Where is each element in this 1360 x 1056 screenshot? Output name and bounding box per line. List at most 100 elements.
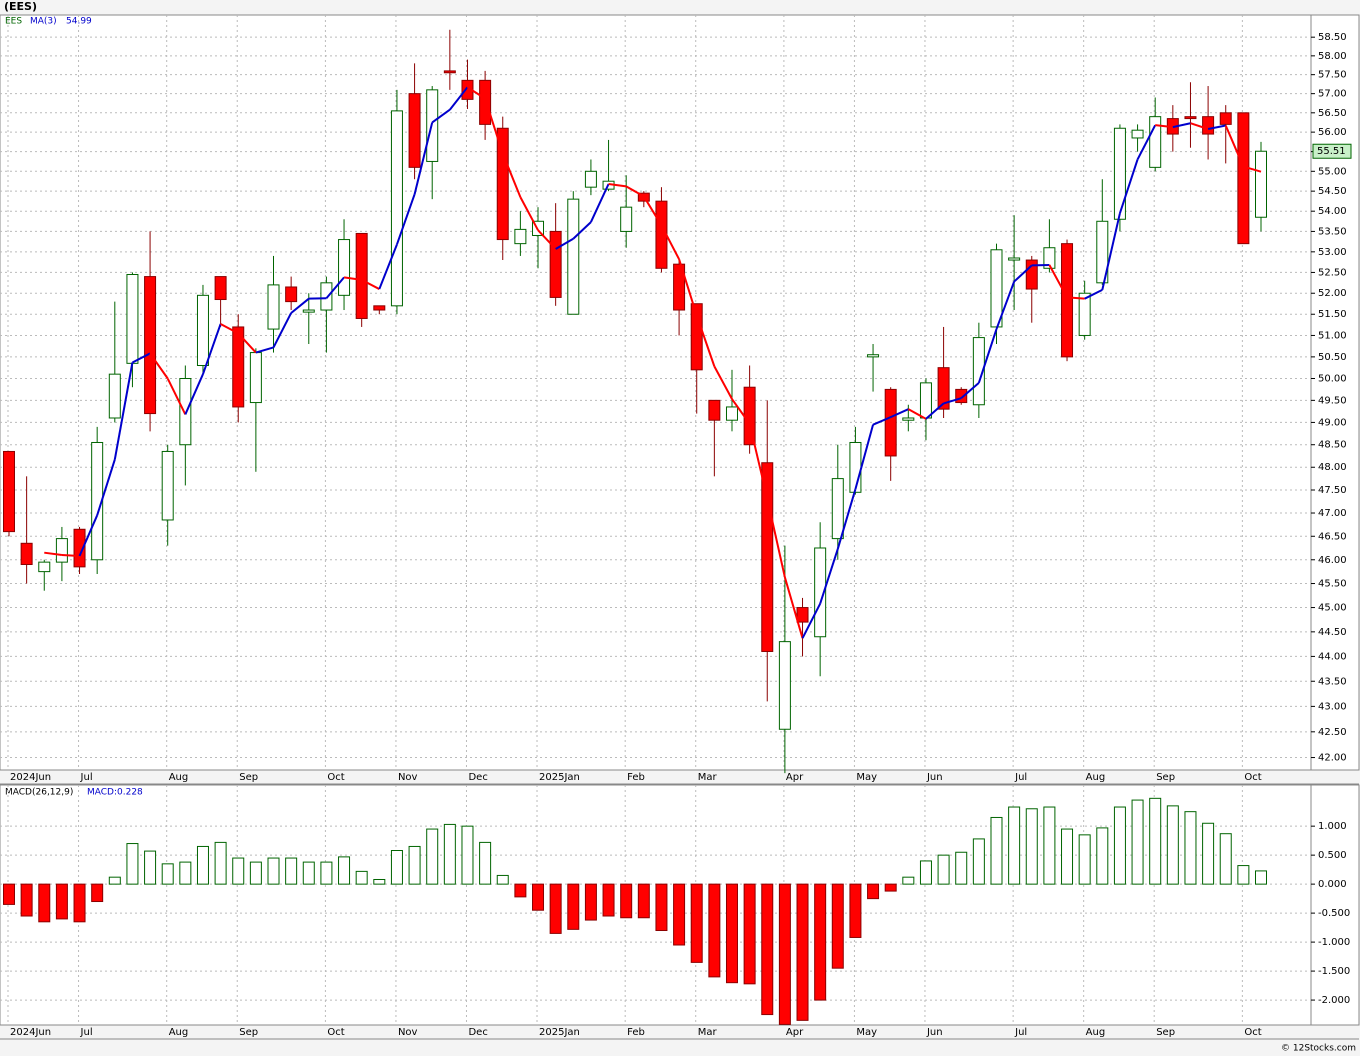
macd-bar [990, 816, 1003, 885]
ma-segment [713, 365, 733, 400]
macd-bar [1113, 806, 1126, 885]
macd-bar [884, 883, 897, 892]
x-tick-label: 2024Jun [10, 1027, 51, 1038]
candle-body [620, 206, 633, 232]
candle-body [1255, 150, 1267, 218]
macd-bar [1255, 870, 1267, 885]
y-tick-label: 56.50 [1318, 108, 1347, 119]
macd-bar [708, 883, 721, 978]
candle-body [390, 110, 403, 307]
legend-symbol: EES [5, 17, 22, 27]
candle-body [38, 561, 51, 573]
ma-segment [660, 224, 680, 260]
macd-bar [408, 845, 421, 885]
candle-body [1237, 112, 1250, 245]
macd-bar [144, 850, 157, 885]
candle-body [320, 282, 333, 311]
y-tick-label: 48.00 [1318, 462, 1347, 473]
y-tick-label: 51.50 [1318, 309, 1347, 320]
ma-segment [1172, 122, 1191, 129]
ma-segment [907, 408, 927, 420]
candle-body [990, 249, 1003, 328]
x-tick-label: Feb [627, 1027, 645, 1038]
macd-bar [1184, 811, 1197, 885]
x-tick-label: Sep [239, 772, 258, 783]
ma-segment [449, 86, 469, 111]
y-tick-label: 46.50 [1318, 531, 1347, 542]
candle-body [796, 607, 809, 623]
y-tick-label: 44.00 [1318, 651, 1347, 662]
price-panel [0, 14, 1312, 771]
x-tick-label: Jul [1014, 1027, 1027, 1038]
macd-bar [532, 883, 545, 911]
candle-body [232, 326, 245, 408]
x-tick-label: Sep [239, 1027, 258, 1038]
candle-body [1149, 116, 1162, 168]
x-tick-label: Jun [926, 1027, 943, 1038]
x-tick-label: Nov [398, 772, 418, 783]
ma-segment [44, 551, 63, 557]
macd-bar [849, 883, 862, 938]
y-tick-label: 43.00 [1318, 701, 1347, 712]
x-tick-label: Feb [627, 772, 645, 783]
ma-segment [748, 423, 769, 499]
x-tick-label: Sep [1156, 772, 1175, 783]
candle-body [673, 263, 686, 311]
y-tick-label: 49.00 [1318, 417, 1347, 428]
x-tick-label: 2025Jan [539, 772, 580, 783]
macd-bar [91, 883, 104, 903]
ma-segment [290, 297, 310, 314]
macd-bar [796, 883, 809, 1021]
x-tick-label: Mar [698, 772, 718, 783]
candle-body [496, 127, 509, 241]
candle-body [955, 388, 968, 404]
candle-body [55, 538, 68, 563]
y-tick-label: 53.50 [1318, 226, 1347, 237]
macd-bar [602, 883, 615, 917]
y-tick-label: 58.50 [1318, 32, 1347, 43]
ma-segment [1207, 124, 1226, 131]
candle-body [1025, 259, 1038, 290]
x-tick-label: Apr [786, 1027, 804, 1038]
ma-segment [202, 323, 222, 375]
candle-body [849, 441, 862, 493]
macd-bar [1061, 828, 1074, 885]
macd-bar [196, 845, 209, 885]
x-tick-label: Apr [786, 772, 804, 783]
candle-body [408, 93, 421, 168]
y-tick-label: 51.00 [1318, 330, 1347, 341]
candle-body [761, 462, 774, 652]
macd-bar [38, 883, 51, 923]
ma-segment [766, 498, 786, 578]
macd-bar [1202, 822, 1215, 885]
candle-body [902, 417, 915, 421]
macd-bar [126, 843, 139, 885]
ma-segment [1013, 264, 1033, 283]
x-tick-label: Aug [1086, 1027, 1106, 1038]
x-tick-label: Sep [1156, 1027, 1175, 1038]
candle-body [1061, 243, 1074, 358]
macd-bar [390, 850, 403, 885]
macd-bar [443, 823, 456, 885]
macd-bar [20, 883, 33, 917]
y-tick-label: 42.00 [1318, 753, 1347, 764]
ma-segment [943, 397, 962, 405]
ma-segment [555, 237, 574, 250]
y-tick-label: 0.500 [1318, 850, 1347, 861]
ma-segment [977, 328, 998, 384]
macd-bar [179, 861, 192, 885]
macd-bar [919, 860, 932, 885]
x-tick-label: Aug [169, 1027, 189, 1038]
legend-ma: MA(3) [30, 17, 57, 27]
ma-segment [131, 352, 151, 364]
macd-bar [902, 876, 915, 885]
candle-body [479, 79, 492, 125]
x-tick-label: Oct [1244, 1027, 1261, 1038]
macd-bar [479, 841, 492, 885]
y-tick-label: 0.000 [1318, 879, 1347, 890]
candle-body [867, 354, 880, 358]
x-tick-label: May [856, 1027, 877, 1038]
macd-bar [373, 878, 386, 885]
macd-bar [108, 876, 121, 885]
ma-segment [731, 398, 751, 425]
